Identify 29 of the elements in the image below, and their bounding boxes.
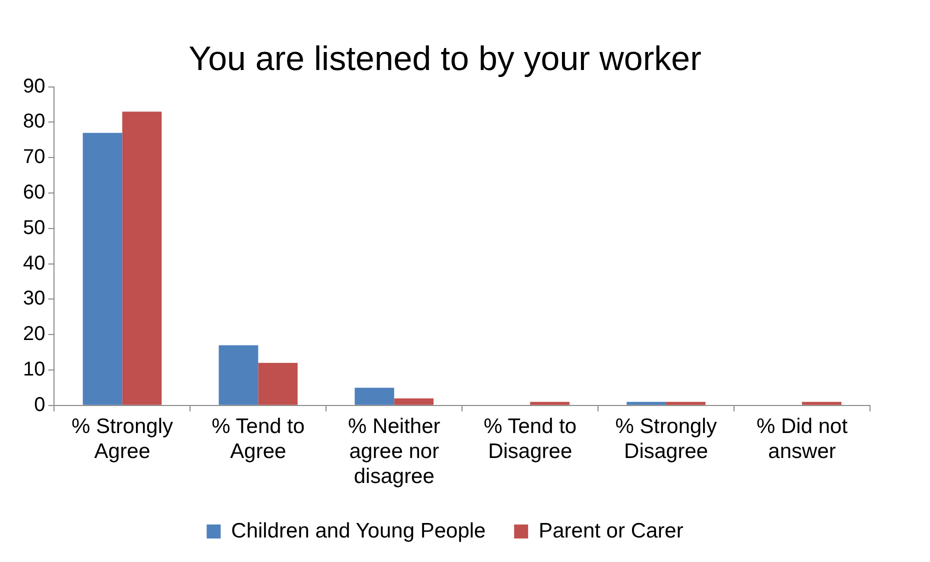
legend-label: Children and Young People (231, 519, 486, 542)
bar (626, 402, 666, 405)
y-tick-label: 20 (22, 323, 46, 346)
bar (258, 362, 298, 405)
bar (394, 398, 434, 405)
y-tick-label: 10 (22, 358, 46, 381)
x-tick-label: % Strongly Agree (71, 414, 174, 463)
bar (802, 402, 842, 405)
bar (82, 132, 122, 405)
y-tick-label: 30 (22, 288, 46, 310)
y-tick-label: 90 (22, 75, 46, 98)
bar (530, 402, 570, 405)
chart-title: You are listened to by your worker (188, 40, 702, 78)
x-tick-label: % Did not answer (756, 414, 848, 463)
legend-label: Parent or Carer (538, 519, 684, 542)
y-tick-label: 70 (22, 146, 46, 168)
bar (666, 402, 706, 405)
x-tick-label: % Neither agree nor disagree (348, 414, 440, 488)
y-tick-label: 60 (22, 182, 46, 204)
bar (354, 388, 394, 405)
bar (218, 345, 258, 405)
y-tick-label: 40 (22, 252, 46, 274)
x-tick-label: % Strongly Disagree (615, 414, 718, 463)
bar (122, 112, 162, 405)
y-tick-label: 50 (22, 216, 46, 239)
x-tick-label: % Tend to Agree (212, 414, 305, 463)
y-tick-label: 0 (34, 394, 46, 416)
y-tick-label: 80 (22, 110, 46, 133)
x-tick-label: % Tend to Disagree (484, 414, 577, 463)
